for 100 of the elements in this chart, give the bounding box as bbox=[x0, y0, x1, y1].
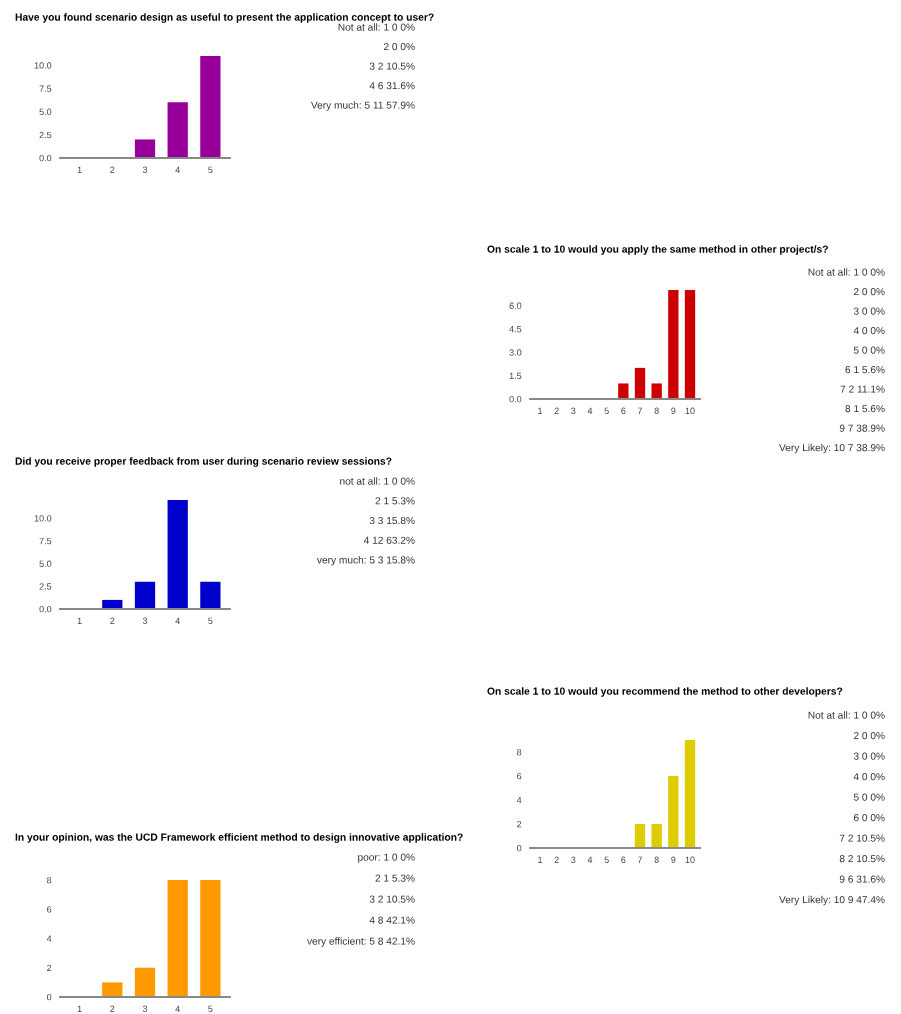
x-tick-label: 6 bbox=[621, 856, 626, 863]
x-tick-label: 4 bbox=[175, 617, 180, 624]
chart-title: In your opinion, was the UCD Framework efficient method to design innovative application? bbox=[15, 833, 463, 843]
x-tick-label: 2 bbox=[110, 166, 115, 173]
x-tick-label: 10 bbox=[685, 407, 695, 414]
y-tick-label: 6 bbox=[517, 772, 522, 780]
y-tick-label: 0 bbox=[517, 844, 522, 852]
y-tick-label: 7.5 bbox=[39, 537, 52, 545]
bar bbox=[618, 383, 629, 399]
bar bbox=[167, 102, 188, 158]
x-tick-label: 7 bbox=[637, 856, 643, 863]
x-tick-label: 5 bbox=[208, 1005, 213, 1012]
bar bbox=[200, 581, 221, 609]
y-tick-label: 5.0 bbox=[39, 108, 52, 115]
y-tick-label: 6.0 bbox=[509, 302, 522, 309]
text: 9 7 38.9% bbox=[839, 424, 885, 432]
x-tick-label: 4 bbox=[175, 166, 180, 173]
text: Not at all: 1 0 0% bbox=[338, 23, 415, 31]
y-tick-label: 5.0 bbox=[39, 560, 52, 567]
x-tick-label: 5 bbox=[208, 166, 213, 173]
bar bbox=[668, 776, 679, 848]
x-tick-label: 4 bbox=[587, 856, 593, 863]
text: 7 2 11.1% bbox=[840, 385, 885, 393]
text: 9 6 31.6% bbox=[839, 875, 885, 883]
x-tick-label: 5 bbox=[208, 617, 213, 624]
text: Very Likely: 10 7 38.9% bbox=[779, 443, 885, 454]
text: Not at all: 1 0 0% bbox=[808, 268, 885, 276]
chart-title: Did you receive proper feedback from user during scenario review sessions? bbox=[15, 457, 392, 467]
text: 4 8 42.1% bbox=[369, 916, 415, 924]
x-tick-label: 2 bbox=[110, 617, 115, 624]
text: Not at all: 1 0 0% bbox=[808, 711, 885, 719]
x-tick-label: 3 bbox=[142, 166, 148, 173]
bar bbox=[134, 967, 156, 997]
text: 3 0 0% bbox=[853, 307, 885, 315]
y-tick-label: 1.5 bbox=[509, 372, 522, 379]
text: 3 2 10.5% bbox=[369, 62, 415, 70]
text: 5 0 0% bbox=[853, 346, 885, 354]
y-tick-label: 4 bbox=[46, 935, 52, 942]
x-tick-label: 1 bbox=[538, 856, 543, 863]
text: very much: 5 3 15.8% bbox=[316, 556, 415, 566]
y-tick-label: 3.0 bbox=[509, 349, 522, 356]
bar bbox=[651, 824, 662, 848]
text: poor: 1 0 0% bbox=[358, 853, 415, 863]
x-tick-label: 4 bbox=[587, 407, 593, 414]
bar bbox=[684, 290, 696, 399]
bar bbox=[634, 367, 646, 399]
y-tick-label: 2 bbox=[517, 820, 522, 828]
bar bbox=[684, 740, 696, 848]
x-tick-label: 7 bbox=[637, 407, 643, 414]
x-tick-label: 3 bbox=[142, 1005, 148, 1012]
x-tick-label: 5 bbox=[604, 407, 609, 414]
y-tick-label: 0.0 bbox=[39, 605, 52, 613]
bar bbox=[102, 982, 123, 997]
y-tick-label: 10.0 bbox=[34, 515, 52, 522]
bar bbox=[167, 880, 188, 997]
y-tick-label: 10.0 bbox=[34, 62, 52, 69]
x-tick-label: 4 bbox=[175, 1005, 180, 1012]
x-tick-label: 2 bbox=[554, 407, 559, 414]
x-tick-label: 3 bbox=[571, 407, 576, 414]
x-tick-label: 5 bbox=[604, 856, 609, 863]
y-tick-label: 2 bbox=[47, 964, 52, 972]
bar bbox=[167, 500, 188, 609]
y-tick-label: 6 bbox=[47, 906, 52, 913]
x-tick-label: 1 bbox=[77, 166, 82, 173]
x-tick-label: 8 bbox=[654, 856, 659, 863]
text: 8 2 10.5% bbox=[839, 855, 885, 863]
x-tick-label: 8 bbox=[654, 407, 659, 414]
bar bbox=[634, 824, 646, 848]
text: Very much: 5 11 57.9% bbox=[310, 101, 415, 111]
text: 8 1 5.6% bbox=[845, 405, 885, 413]
y-tick-label: 0 bbox=[47, 993, 52, 1001]
x-tick-label: 2 bbox=[554, 856, 559, 863]
x-tick-label: 3 bbox=[142, 617, 148, 624]
y-tick-label: 2.5 bbox=[39, 131, 52, 139]
bar bbox=[668, 290, 679, 399]
text: 2 0 0% bbox=[383, 43, 415, 51]
text: very efficient: 5 8 42.1% bbox=[307, 937, 415, 947]
x-tick-label: 1 bbox=[77, 1005, 82, 1012]
x-tick-label: 2 bbox=[110, 1005, 115, 1012]
chart-title: On scale 1 to 10 would you apply the same method in other project/s? bbox=[487, 245, 828, 255]
bar bbox=[651, 383, 662, 399]
text: 7 2 10.5% bbox=[839, 834, 885, 842]
text: 4 6 31.6% bbox=[369, 82, 415, 90]
bar bbox=[200, 880, 221, 997]
y-tick-label: 2.5 bbox=[39, 583, 52, 590]
text: 4 0 0% bbox=[853, 773, 885, 781]
y-tick-label: 8 bbox=[47, 876, 52, 884]
text: 3 3 15.8% bbox=[369, 516, 415, 525]
y-tick-label: 0.0 bbox=[509, 395, 522, 403]
chart-title: Have you found scenario design as useful to present the application concept to user? bbox=[15, 13, 434, 23]
text: 2 1 5.3% bbox=[375, 497, 415, 505]
chart-title: On scale 1 to 10 would you recommend the method to other developers? bbox=[487, 687, 843, 697]
text: 4 12 63.2% bbox=[363, 536, 415, 544]
text: 4 0 0% bbox=[853, 327, 885, 335]
y-tick-label: 8 bbox=[517, 748, 522, 756]
x-tick-label: 6 bbox=[621, 407, 626, 414]
text: 6 0 0% bbox=[853, 814, 885, 822]
x-tick-label: 9 bbox=[671, 407, 676, 414]
y-tick-label: 0.0 bbox=[39, 154, 52, 162]
bar bbox=[200, 56, 221, 158]
